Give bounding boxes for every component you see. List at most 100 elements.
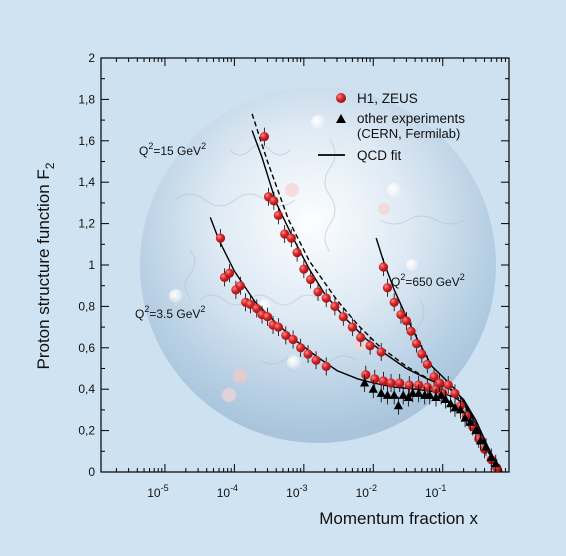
data-point-h1-zeus — [292, 247, 302, 258]
y-tick-label: 0,4 — [78, 382, 95, 396]
data-point-h1-zeus — [330, 301, 340, 311]
data-point-h1-zeus — [313, 287, 323, 297]
data-point-other — [389, 390, 399, 399]
data-point-other — [414, 388, 424, 397]
legend-marker-other — [336, 114, 346, 123]
data-point-h1-zeus — [262, 312, 273, 322]
data-point-other — [486, 452, 496, 462]
data-point-h1-zeus — [259, 132, 269, 142]
data-point-other — [408, 388, 418, 397]
qcd-fit-curve-4 — [375, 237, 498, 469]
x-tick-label: 10-3 — [286, 483, 307, 500]
data-point-other — [491, 458, 501, 468]
data-point-h1-zeus — [396, 310, 406, 320]
y-tick-label: 1,4 — [78, 175, 95, 189]
y-tick-label: 0,2 — [78, 424, 95, 438]
legend: H1, ZEUS other experiments (CERN, Fermil… — [318, 91, 465, 163]
data-point-h1-zeus — [338, 312, 348, 322]
data-point-h1-zeus — [311, 355, 321, 365]
data-point-h1-zeus — [376, 347, 386, 357]
data-point-h1-zeus — [215, 233, 226, 243]
x-axis: 10-5 10-4 10-3 10-2 10-1 — [115, 58, 510, 500]
data-markers — [215, 127, 502, 472]
data-point-h1-zeus — [286, 233, 296, 243]
y-axis: 0 0,2 0,4 0,6 0,8 1 1,2 1,4 1,6 1,8 2 — [78, 51, 509, 479]
y-tick-label: 2 — [88, 51, 95, 65]
data-point-h1-zeus — [422, 359, 432, 369]
data-point-h1-zeus — [443, 380, 453, 390]
x-tick-label: 10-2 — [356, 483, 377, 500]
data-point-h1-zeus — [365, 341, 375, 351]
data-point-h1-zeus — [406, 326, 416, 336]
data-point-other — [368, 384, 378, 393]
data-point-other — [382, 390, 393, 399]
data-point-h1-zeus — [382, 283, 393, 293]
y-tick-label: 1 — [88, 258, 95, 272]
data-point-other — [393, 400, 404, 410]
x-tick-label: 10-5 — [147, 483, 168, 500]
y-tick-label: 0 — [88, 465, 95, 479]
data-point-other — [446, 398, 456, 408]
legend-label-h1-zeus: H1, ZEUS — [357, 91, 418, 106]
data-point-h1-zeus — [434, 378, 445, 388]
data-point-h1-zeus — [389, 297, 399, 307]
proton-illustration — [140, 87, 496, 443]
data-point-h1-zeus — [370, 374, 380, 384]
x-tick-label: 10-4 — [217, 483, 238, 500]
data-point-h1-zeus — [224, 268, 235, 278]
data-point-h1-zeus — [288, 334, 298, 345]
data-point-h1-zeus — [429, 372, 439, 382]
data-point-other — [441, 394, 451, 404]
q2-annotation-650: Q2=650 GeV2 — [391, 272, 465, 289]
y-axis-title: Proton structure function F2 — [34, 162, 57, 369]
data-point-other — [481, 442, 491, 451]
data-point-h1-zeus — [411, 339, 422, 349]
data-point-h1-zeus — [401, 316, 412, 326]
x-tick-label: 10-1 — [425, 483, 446, 500]
data-point-h1-zeus — [303, 349, 313, 359]
data-point-h1-zeus — [450, 388, 460, 398]
y-tick-label: 0,8 — [78, 299, 95, 313]
data-point-h1-zeus — [273, 210, 283, 220]
data-point-other — [475, 435, 486, 445]
data-point-h1-zeus — [417, 349, 427, 359]
y-tick-label: 1,8 — [78, 92, 95, 106]
data-point-h1-zeus — [269, 196, 279, 206]
data-point-other — [450, 402, 460, 412]
data-point-other — [360, 377, 370, 387]
data-point-other — [376, 388, 386, 397]
data-point-h1-zeus — [395, 378, 405, 388]
data-point-h1-zeus — [280, 229, 290, 239]
data-point-h1-zeus — [347, 322, 357, 332]
qcd-fit-curve-2 — [251, 130, 502, 472]
data-point-h1-zeus — [305, 274, 316, 285]
data-point-h1-zeus — [378, 376, 389, 386]
legend-sublabel-other: (CERN, Fermilab) — [357, 126, 460, 141]
data-point-h1-zeus — [386, 378, 396, 388]
data-point-h1-zeus — [361, 370, 371, 380]
data-point-h1-zeus — [281, 330, 291, 340]
legend-marker-h1-zeus — [336, 93, 346, 103]
data-point-h1-zeus — [235, 281, 245, 291]
data-point-h1-zeus — [422, 382, 432, 392]
data-point-h1-zeus — [378, 262, 389, 272]
x-axis-title: Momentum fraction x — [319, 509, 478, 528]
data-point-h1-zeus — [252, 303, 262, 314]
data-point-h1-zeus — [299, 264, 309, 274]
data-point-h1-zeus — [404, 380, 414, 390]
data-point-other — [398, 390, 408, 399]
data-point-other — [455, 404, 466, 414]
data-point-h1-zeus — [321, 361, 331, 372]
data-point-other — [460, 413, 470, 422]
data-point-h1-zeus — [321, 293, 331, 303]
data-point-h1-zeus — [356, 332, 366, 343]
legend-label-other: other experiments — [357, 111, 465, 126]
data-point-h1-zeus — [273, 322, 283, 332]
y-tick-label: 0,6 — [78, 341, 95, 355]
data-point-h1-zeus — [296, 343, 306, 353]
data-point-other — [436, 390, 446, 399]
data-point-other — [465, 417, 475, 426]
data-point-other — [471, 425, 481, 435]
data-point-other — [425, 390, 435, 399]
